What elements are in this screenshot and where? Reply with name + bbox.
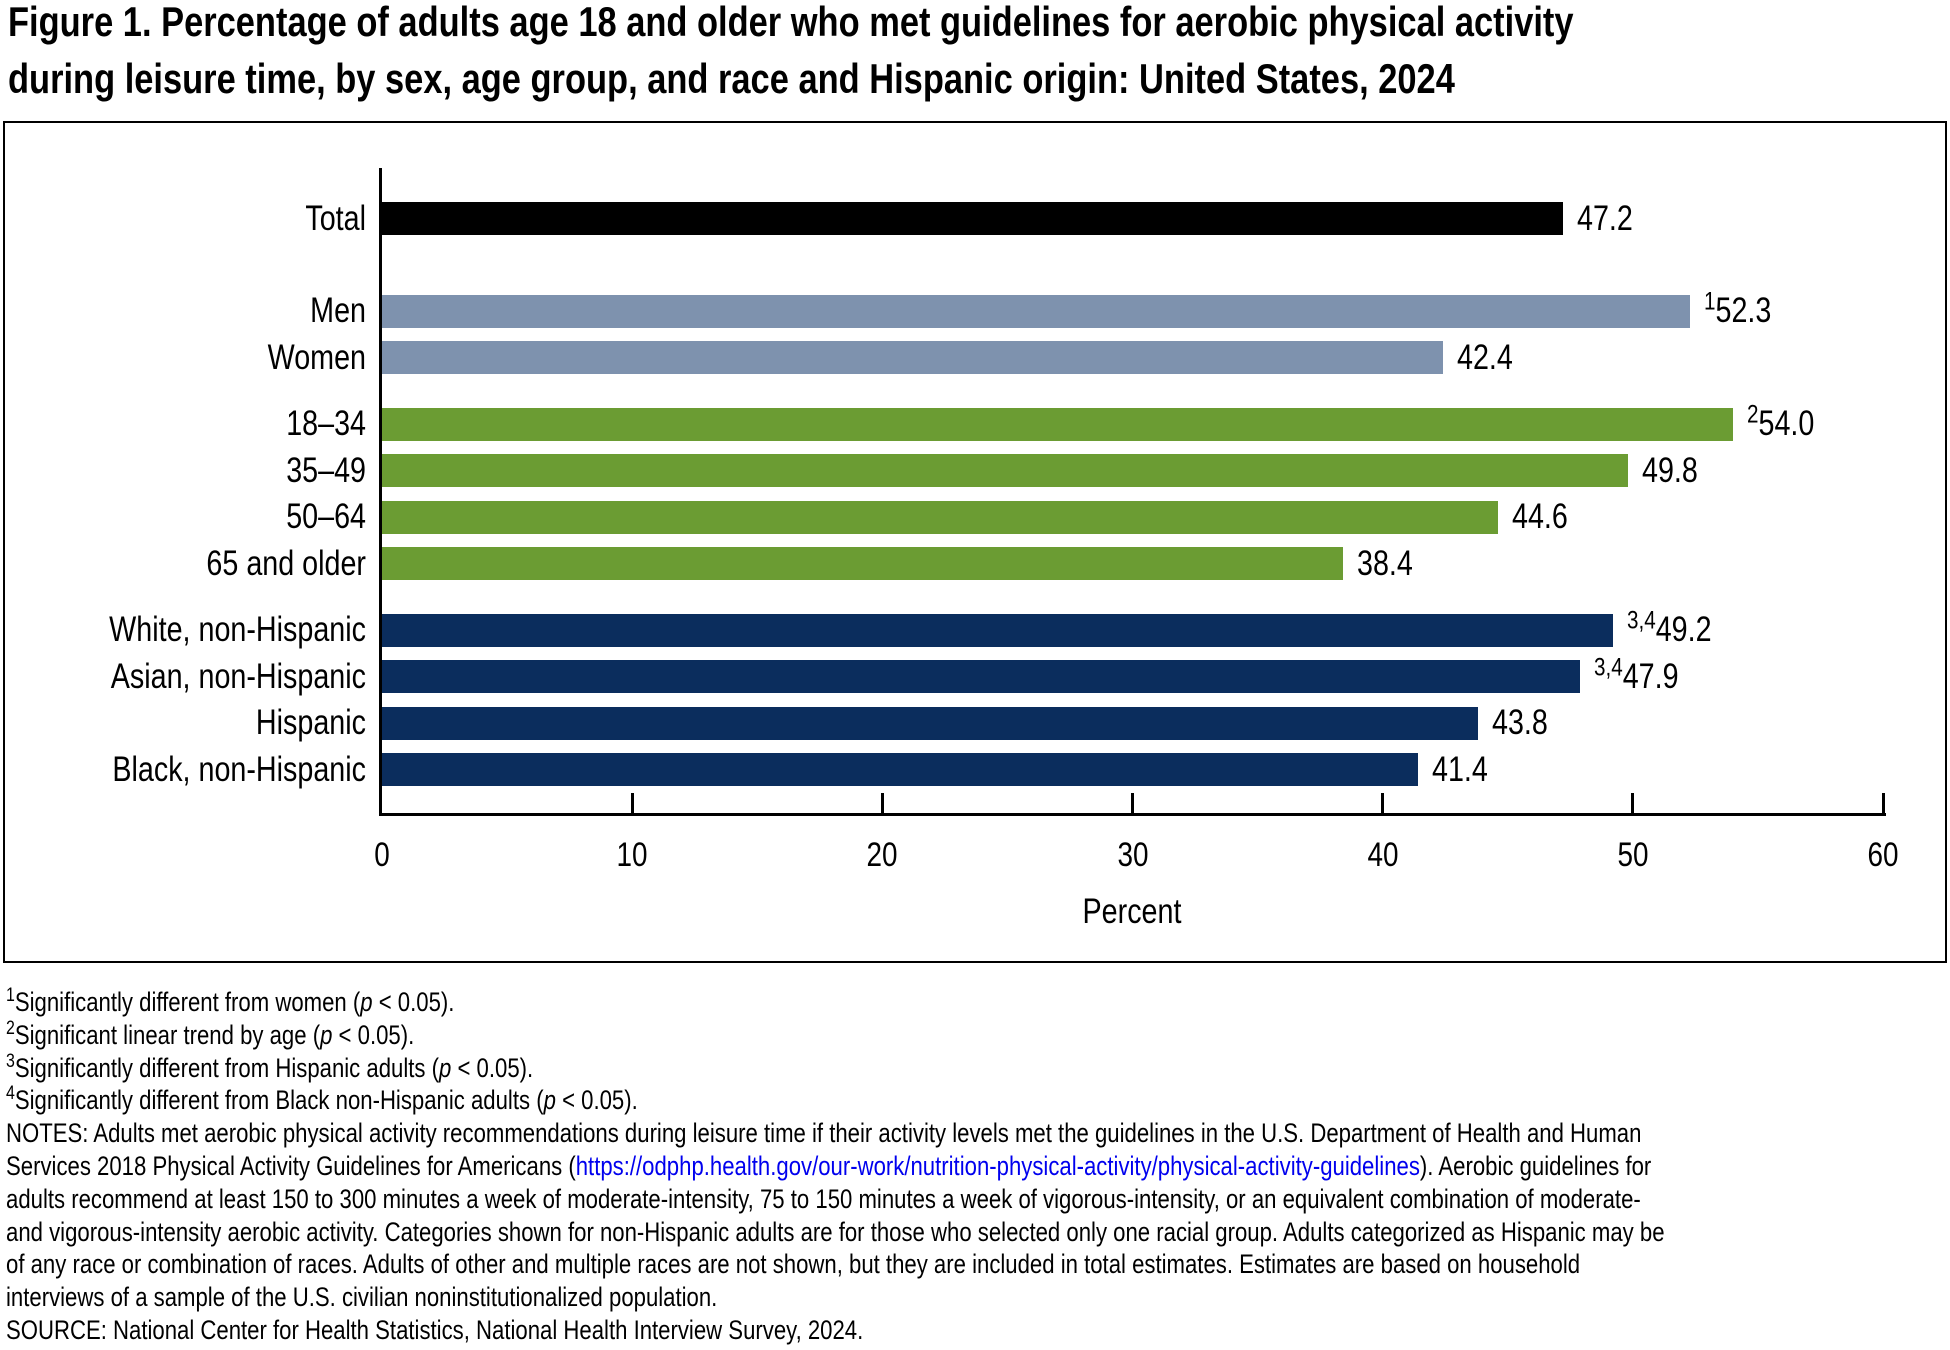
notes-line-1: NOTES: Adults met aerobic physical activ… (6, 1118, 1642, 1149)
x-axis-tick-label-0: 0 (374, 836, 390, 874)
value-label-men: 152.3 (1704, 287, 1772, 330)
notes-line-6: interviews of a sample of the U.S. civil… (6, 1282, 718, 1313)
x-axis-tick-60 (1881, 793, 1885, 813)
value-label-65-and-older: 38.4 (1356, 543, 1413, 583)
x-axis-tick-50 (1631, 793, 1635, 813)
bar-65-and-older (382, 547, 1343, 580)
plot-area: Percent Total 47.2 Men 152.3 Women 42.4 18–34 2… (109, 168, 1899, 931)
footnote-3-marker: 3 (6, 1049, 15, 1072)
x-axis-line (379, 813, 1886, 816)
footnote-1-marker: 1 (6, 984, 15, 1006)
x-axis-tick-label-10: 10 (616, 836, 648, 874)
footnote-2: 2Significant linear trend by age (p < 0.… (6, 1016, 415, 1050)
bar-50-64 (382, 500, 1498, 534)
x-axis-tick-20 (880, 793, 884, 813)
value-label-black-non-hispanic: 41.4 (1431, 749, 1488, 789)
figure-title-line-1: Figure 1. Percentage of adults age 18 an… (8, 0, 1574, 45)
x-axis-tick-30 (1131, 793, 1134, 813)
x-axis-tick-label-50: 50 (1617, 836, 1649, 874)
bar-18-34 (382, 407, 1733, 441)
category-label-white-non-hispanic: White, non-Hispanic (109, 610, 366, 649)
figure-title: Figure 1. Percentage of adults age 18 an… (8, 0, 1574, 107)
category-label-50-64: 50–64 (286, 497, 366, 536)
x-axis-tick-label-30: 30 (1116, 836, 1149, 874)
x-axis-tick-label-20: 20 (866, 836, 898, 874)
footnotes-and-notes: 1Significantly different from women (p <… (6, 984, 1950, 1347)
x-axis-tick-10 (630, 793, 634, 813)
figure-title-line-2: during leisure time, by sex, age group, … (8, 55, 1455, 102)
footnote-4-marker: 4 (6, 1082, 15, 1105)
category-label-35-49: 35–49 (286, 450, 366, 490)
value-superscript-asian-non-hispanic: 3,4 (1594, 652, 1624, 681)
category-label-men: Men (310, 291, 366, 330)
category-label-black-non-hispanic: Black, non-Hispanic (112, 749, 366, 789)
bar-men (382, 294, 1691, 328)
value-label-18-34: 254.0 (1746, 400, 1815, 443)
footnote-4: 4Significantly different from Black non-… (6, 1082, 638, 1116)
notes-link[interactable]: https://odphp.health.gov/our-work/nutrit… (575, 1150, 1420, 1181)
notes-line-2: Services 2018 Physical Activity Guidelin… (6, 1150, 1652, 1181)
category-label-65-and-older: 65 and older (206, 543, 366, 583)
value-label-white-non-hispanic: 3,449.2 (1626, 606, 1712, 649)
value-label-total: 47.2 (1576, 198, 1633, 238)
bar-women (382, 341, 1443, 374)
bar-white-non-hispanic (382, 613, 1613, 647)
category-label-total: Total (305, 198, 366, 238)
bar-black-non-hispanic (382, 753, 1418, 786)
bar-35-49 (382, 454, 1628, 487)
value-label-women: 42.4 (1456, 337, 1513, 377)
value-superscript-white-non-hispanic: 3,4 (1626, 606, 1656, 635)
x-axis-tick-label-60: 60 (1867, 836, 1899, 874)
notes-line-3: adults recommend at least 150 to 300 min… (6, 1183, 1641, 1214)
footnote-3: 3Significantly different from Hispanic a… (6, 1049, 534, 1083)
category-label-hispanic: Hispanic (255, 703, 366, 742)
value-label-35-49: 49.8 (1641, 450, 1698, 490)
y-axis-line (379, 168, 382, 816)
value-superscript-men: 1 (1704, 287, 1716, 316)
footnote-2-marker: 2 (6, 1016, 15, 1039)
value-superscript-18-34: 2 (1746, 400, 1759, 429)
value-label-50-64: 44.6 (1511, 497, 1568, 536)
value-label-hispanic: 43.8 (1491, 703, 1548, 742)
bar-asian-non-hispanic (382, 660, 1581, 693)
source-line: SOURCE: National Center for Health Stati… (6, 1314, 864, 1345)
x-axis-tick-label-40: 40 (1367, 836, 1399, 874)
x-axis-title: Percent (1082, 892, 1182, 931)
category-label-women: Women (267, 337, 366, 377)
bar-hispanic (382, 706, 1478, 740)
footnote-1: 1Significantly different from women (p <… (6, 984, 455, 1017)
category-label-asian-non-hispanic: Asian, non-Hispanic (110, 656, 366, 696)
notes-line-4: and vigorous-intensity aerobic activity.… (6, 1216, 1665, 1247)
category-label-18-34: 18–34 (286, 404, 366, 443)
chart-frame: Percent Total 47.2 Men 152.3 Women 42.4 18–34 2… (3, 121, 1947, 963)
value-label-asian-non-hispanic: 3,447.9 (1594, 652, 1679, 696)
bar-total (382, 202, 1563, 235)
x-axis-tick-40 (1381, 793, 1385, 813)
notes-line-5: of any race or combination of races. Adu… (6, 1249, 1581, 1280)
